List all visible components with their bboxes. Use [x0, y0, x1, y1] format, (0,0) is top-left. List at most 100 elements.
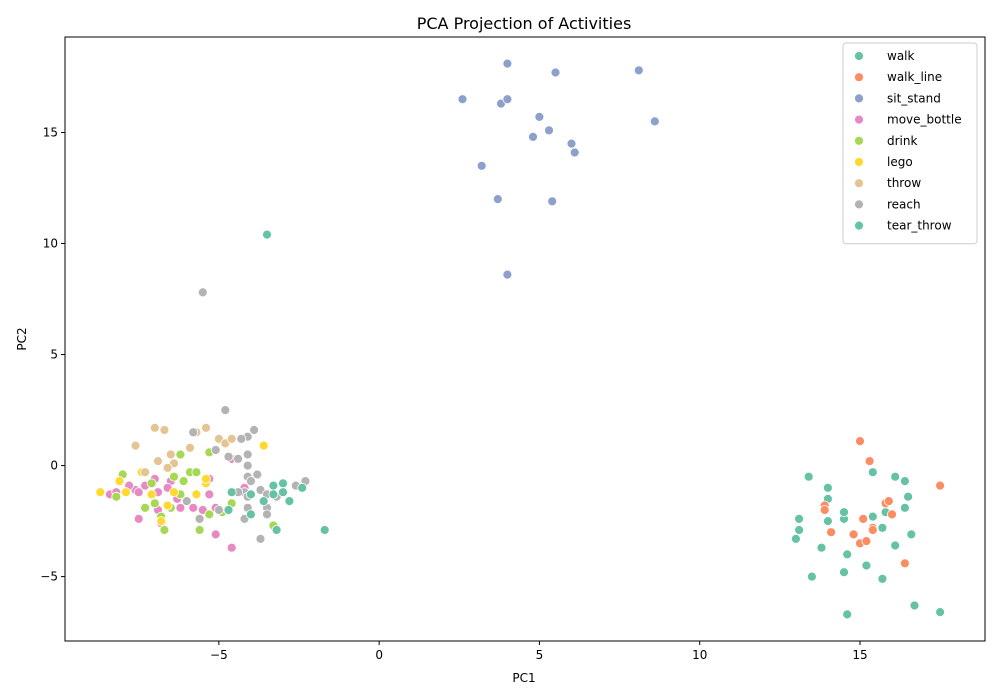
- point-walk-line: [848, 529, 859, 540]
- x-tick-label: 0: [375, 648, 383, 662]
- x-tick-label: 15: [852, 648, 867, 662]
- point-tear-throw: [226, 487, 237, 498]
- point-tear-throw: [284, 496, 295, 507]
- point-sit-stand: [476, 160, 487, 171]
- point-drink: [159, 525, 170, 535]
- point-tear-throw: [262, 229, 272, 240]
- legend-marker: [854, 157, 864, 167]
- point-sit-stand: [544, 125, 554, 136]
- point-walk-line: [861, 536, 872, 546]
- legend-marker: [854, 178, 864, 189]
- y-tick-label: −5: [40, 570, 58, 584]
- point-reach: [245, 476, 256, 487]
- point-walk: [794, 514, 804, 524]
- point-throw: [226, 433, 237, 444]
- point-move-bottle: [210, 529, 221, 540]
- legend-marker: [854, 51, 864, 61]
- point-walk-line: [867, 525, 878, 535]
- point-walk-line: [826, 527, 836, 538]
- point-sit-stand: [502, 58, 513, 69]
- point-throw: [149, 422, 160, 433]
- x-tick-label: −5: [210, 648, 228, 662]
- legend-marker: [854, 135, 864, 146]
- point-walk: [807, 571, 817, 582]
- point-lego: [114, 476, 125, 487]
- point-sit-stand: [492, 194, 503, 205]
- point-move-bottle: [133, 514, 144, 524]
- point-reach: [181, 496, 192, 507]
- point-drink: [204, 509, 215, 520]
- point-walk: [823, 516, 833, 526]
- point-walk-line: [900, 558, 910, 569]
- legend-label: drink: [887, 134, 917, 148]
- point-tear-throw: [258, 496, 269, 507]
- point-walk: [906, 529, 917, 540]
- point-reach: [213, 505, 224, 515]
- point-walk: [842, 609, 853, 620]
- point-tear-throw: [271, 525, 282, 535]
- point-walk-line: [864, 456, 875, 467]
- point-reach: [233, 453, 244, 464]
- point-reach: [188, 427, 199, 438]
- point-walk-line: [883, 496, 894, 507]
- legend-label: walk: [887, 49, 915, 63]
- point-walk: [839, 567, 849, 578]
- point-tear-throw: [268, 480, 279, 491]
- point-walk: [842, 549, 853, 560]
- point-sit-stand: [528, 131, 538, 142]
- point-reach: [249, 425, 260, 435]
- legend-label: move_bottle: [887, 113, 962, 127]
- point-move-bottle: [188, 502, 199, 513]
- point-walk-line: [935, 480, 945, 491]
- point-lego: [146, 489, 157, 500]
- point-reach: [194, 514, 205, 524]
- point-lego: [95, 487, 106, 498]
- point-walk-line: [855, 436, 865, 447]
- legend-marker: [854, 220, 864, 231]
- point-reach: [220, 405, 231, 416]
- point-move-bottle: [226, 542, 237, 553]
- point-walk-line: [887, 509, 897, 520]
- point-move-bottle: [204, 489, 215, 500]
- point-lego: [162, 500, 173, 511]
- point-drink: [191, 467, 202, 478]
- point-sit-stand: [502, 269, 513, 280]
- point-walk: [935, 607, 945, 617]
- point-walk: [803, 471, 814, 482]
- point-drink: [178, 476, 189, 487]
- point-walk: [890, 540, 901, 551]
- point-lego: [169, 487, 179, 498]
- point-reach: [252, 469, 263, 480]
- y-tick-label: 10: [43, 237, 58, 251]
- point-reach: [242, 460, 253, 471]
- point-walk: [791, 534, 801, 544]
- x-axis-label: PC1: [512, 671, 535, 685]
- point-tear-throw: [278, 487, 288, 498]
- point-reach: [236, 433, 247, 444]
- chart-title: PCA Projection of Activities: [417, 14, 632, 33]
- x-tick-label: 10: [692, 648, 707, 662]
- point-reach: [210, 445, 221, 455]
- point-walk: [900, 502, 910, 513]
- point-walk: [900, 476, 910, 487]
- point-drink: [146, 478, 157, 489]
- point-move-bottle: [175, 502, 186, 513]
- point-reach: [255, 534, 266, 544]
- point-sit-stand: [550, 67, 561, 78]
- plot-frame: [64, 36, 986, 642]
- y-tick-label: 5: [50, 348, 58, 362]
- point-throw: [130, 440, 141, 451]
- point-sit-stand: [649, 116, 660, 127]
- point-tear-throw: [245, 509, 256, 520]
- point-walk: [794, 525, 804, 535]
- point-sit-stand: [566, 138, 577, 149]
- point-lego: [201, 473, 211, 484]
- point-walk: [839, 507, 849, 518]
- point-drink: [194, 525, 205, 535]
- point-tear-throw: [297, 482, 308, 493]
- point-walk: [877, 573, 888, 584]
- points-layer: [95, 58, 945, 620]
- legend-marker: [854, 72, 864, 83]
